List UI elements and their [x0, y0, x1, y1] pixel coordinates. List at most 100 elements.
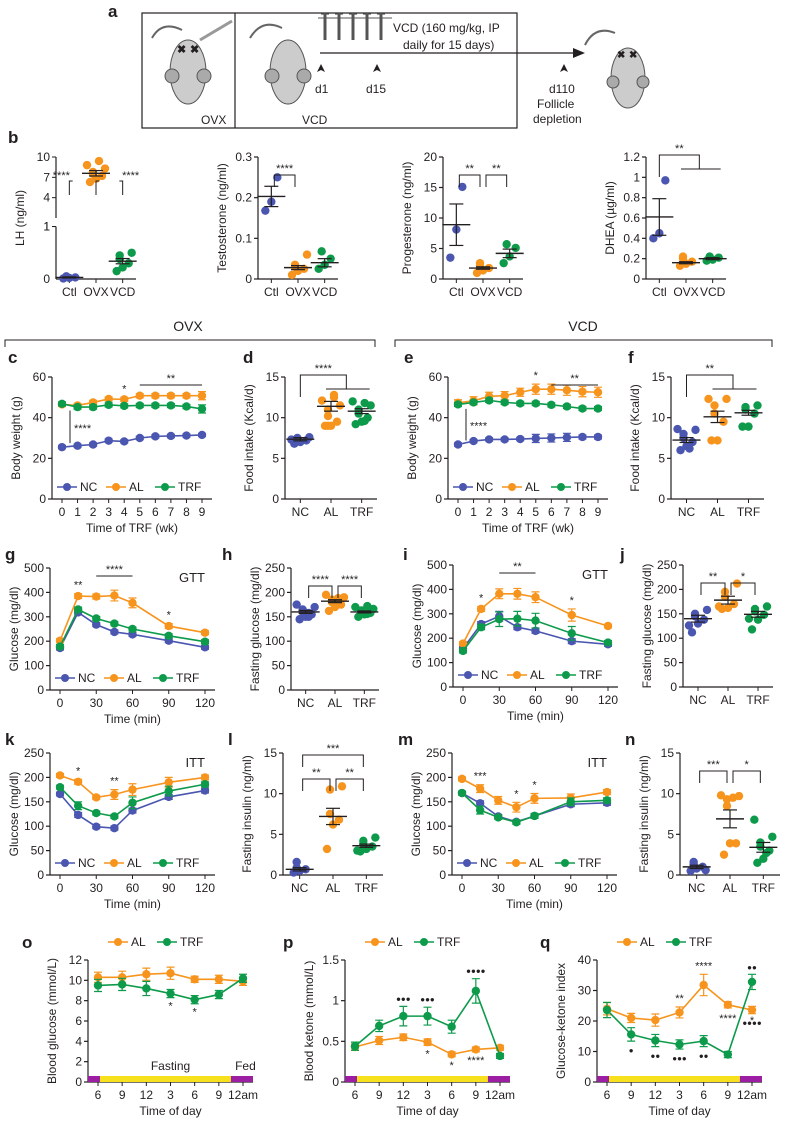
- x-tick-label: TRF: [353, 696, 376, 710]
- panel-label-k: k: [5, 730, 15, 749]
- marker-d1: d1: [315, 82, 329, 96]
- data-point-trf: [447, 1022, 456, 1031]
- data-point-trf: [353, 846, 362, 855]
- x-tick-label: Ctl: [264, 285, 279, 299]
- y-axis-label: Fasting glucose (mg/dl): [640, 564, 654, 689]
- fasting-label: Fasting: [151, 1059, 190, 1073]
- syringe-icons: [318, 13, 392, 40]
- significance-label: **: [167, 373, 176, 385]
- significance-label: *: [450, 1060, 455, 1072]
- y-tick-label: 0.4: [623, 231, 640, 245]
- y-tick-label: 0: [633, 272, 640, 286]
- data-point-trf: [93, 981, 103, 990]
- x-tick-label: 90: [162, 881, 176, 895]
- x-tick-label: NC: [291, 881, 309, 895]
- data-point-nc: [679, 429, 688, 439]
- data-point-trf: [197, 404, 207, 414]
- data-point-al: [73, 591, 83, 601]
- y-tick-label: 20: [424, 150, 438, 164]
- data-point-trf: [120, 401, 129, 411]
- data-point-trf: [92, 808, 101, 818]
- data-point-trf: [762, 602, 772, 611]
- data-point-trf: [351, 602, 360, 612]
- y-axis-label: Food intake (Kcal/d): [242, 384, 256, 491]
- data-point-nc: [197, 430, 207, 440]
- significance-bracket: [68, 180, 73, 195]
- data-point-al: [603, 621, 613, 631]
- fed-period-bar: [230, 1076, 253, 1082]
- data-point-nc: [55, 789, 65, 799]
- panel-label-n: n: [625, 730, 635, 749]
- data-point-nc: [57, 442, 67, 452]
- x-tick-label: AL: [721, 693, 736, 707]
- data-point-al: [166, 391, 176, 400]
- x-tick-label: 4: [517, 505, 524, 519]
- y-tick-label: 15: [264, 746, 278, 760]
- legend-marker-al: [508, 483, 516, 491]
- y-tick-label: 10: [264, 787, 278, 801]
- data-point-al: [719, 417, 728, 426]
- data-point-trf: [182, 402, 191, 411]
- y-tick-label: 0.1: [235, 231, 252, 245]
- data-point-al: [547, 385, 556, 394]
- y-tick-label: 1.2: [623, 150, 640, 164]
- data-point-trf: [762, 848, 771, 858]
- significance-label: *: [76, 765, 81, 777]
- legend-label-trf: TRF: [180, 935, 203, 949]
- x-tick-label: TRF: [350, 505, 373, 519]
- legend-label-trf: TRF: [579, 668, 602, 682]
- panel-label-i: i: [403, 545, 408, 564]
- legend-label-al: AL: [525, 480, 540, 494]
- legend-label-al: AL: [127, 856, 142, 870]
- panel-label-e: e: [404, 348, 413, 367]
- x-tick-label: 6: [448, 1088, 455, 1102]
- data-point-al: [731, 839, 741, 848]
- panel-label-d: d: [243, 348, 253, 367]
- y-tick-label: 100: [426, 819, 446, 833]
- data-point-trf: [110, 812, 119, 821]
- y-tick-label: 50: [31, 844, 45, 858]
- data-point-vcd: [317, 247, 326, 256]
- significance-label: *: [193, 1007, 198, 1019]
- x-tick-label: 60: [528, 881, 542, 895]
- y-tick-label: 0: [278, 683, 285, 697]
- significance-bracket: [686, 374, 757, 397]
- x-tick-label: 9: [215, 1088, 222, 1102]
- x-tick-label: TRF: [355, 881, 378, 895]
- data-point-vcd: [499, 258, 508, 268]
- data-point-al: [128, 598, 137, 608]
- significance-bracket: [700, 582, 726, 595]
- mouse-vcd-icon: [249, 23, 312, 105]
- data-point-nc: [92, 822, 101, 831]
- data-point-trf: [547, 400, 556, 410]
- y-tick-label: 150: [426, 795, 446, 809]
- y-axis-label: Body weight (g): [9, 396, 23, 479]
- data-point-trf: [495, 1051, 505, 1061]
- data-point-vcd: [112, 266, 121, 276]
- mouse-depleted-icon: ✖ ✖: [584, 29, 650, 109]
- data-point-trf: [651, 1036, 660, 1045]
- legend-marker-nc: [61, 674, 69, 682]
- data-point-trf: [603, 638, 613, 647]
- x-tick-label: 8: [579, 505, 586, 519]
- y-tick-label: 15: [652, 370, 666, 384]
- data-point-nc: [469, 436, 478, 446]
- data-point-trf: [190, 995, 199, 1004]
- data-point-trf: [200, 637, 210, 646]
- data-point-al: [335, 401, 345, 410]
- legend-label-trf: TRF: [178, 480, 201, 494]
- x-axis-label: Time (min): [506, 897, 563, 911]
- x-tick-label: 9: [119, 1088, 126, 1102]
- y-tick-label: 0: [43, 272, 50, 286]
- significance-label: **: [492, 163, 501, 175]
- data-point-al: [732, 579, 742, 588]
- data-point-al: [55, 771, 65, 780]
- legend-marker-nc: [61, 859, 69, 867]
- significance-label: *: [532, 780, 537, 792]
- panel-label-h: h: [222, 545, 232, 564]
- significance-label: **: [74, 580, 83, 592]
- data-point-nc: [690, 609, 700, 618]
- y-tick-label: 500: [427, 558, 447, 572]
- x-tick-label: OVX: [673, 285, 698, 299]
